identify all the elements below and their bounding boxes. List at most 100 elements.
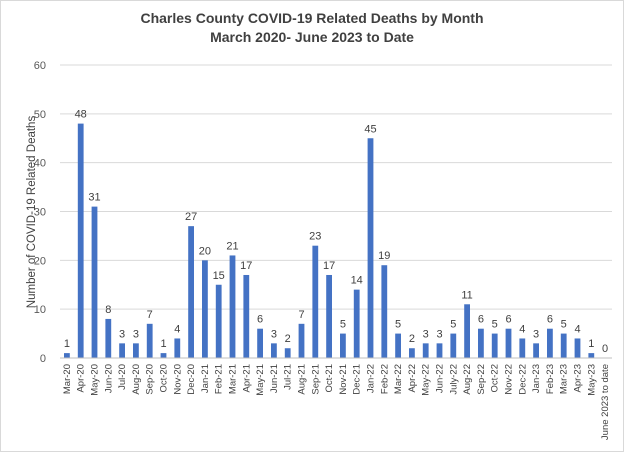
data-label: 3 xyxy=(133,328,139,340)
bar xyxy=(77,123,84,358)
data-label: 5 xyxy=(395,319,401,331)
x-tick-label: Dec-20 xyxy=(186,364,197,395)
data-label: 6 xyxy=(505,314,511,326)
bar xyxy=(133,343,139,358)
data-label: 3 xyxy=(271,328,277,340)
bar xyxy=(395,333,401,358)
y-tick-label: 10 xyxy=(34,304,46,316)
data-label: 1 xyxy=(160,338,166,350)
bar xyxy=(367,138,374,358)
x-tick-label: Feb-23 xyxy=(545,364,556,394)
bar xyxy=(326,274,332,358)
bar xyxy=(202,260,208,358)
x-tick-label: May-23 xyxy=(586,364,597,396)
y-tick-label: 50 xyxy=(34,109,46,121)
data-label: 7 xyxy=(298,309,304,321)
x-tick-label: Nov-20 xyxy=(172,364,183,395)
x-tick-label: Nov-22 xyxy=(504,364,515,395)
bar xyxy=(422,343,429,358)
x-tick-label: Aug-22 xyxy=(462,364,473,395)
x-tick-label: Jul-20 xyxy=(117,364,128,390)
bar xyxy=(257,328,263,358)
x-tick-label: Mar-21 xyxy=(228,364,239,394)
x-tick-label: May-22 xyxy=(421,364,432,396)
data-label: 1 xyxy=(64,338,70,350)
data-label: 3 xyxy=(423,328,429,340)
bar xyxy=(574,338,581,358)
bar xyxy=(353,289,360,358)
bar xyxy=(464,304,470,358)
data-label: 20 xyxy=(199,245,211,257)
bar xyxy=(160,353,167,358)
data-label: 14 xyxy=(351,275,363,287)
bar xyxy=(146,323,153,358)
bar xyxy=(478,328,484,358)
x-tick-label: Jun-21 xyxy=(269,364,280,393)
gridlines xyxy=(60,64,612,310)
y-tick-label: 0 xyxy=(40,353,46,365)
data-label: 17 xyxy=(323,260,335,272)
data-label: 5 xyxy=(340,319,346,331)
bar xyxy=(547,328,553,358)
y-axis-ticks: 0 10 20 30 40 50 60 xyxy=(34,60,46,365)
x-tick-label: Oct-21 xyxy=(324,364,335,393)
y-tick-label: 30 xyxy=(34,207,46,219)
x-tick-label: Jan-21 xyxy=(200,364,211,393)
bar xyxy=(381,265,388,358)
bar xyxy=(409,348,415,358)
data-label: 11 xyxy=(461,289,472,301)
y-tick-label: 20 xyxy=(34,255,46,267)
data-label: 1 xyxy=(588,338,594,350)
data-label: 2 xyxy=(285,333,291,345)
bar xyxy=(340,333,346,358)
bar xyxy=(298,323,305,358)
x-tick-label: Mar-23 xyxy=(559,364,570,394)
x-tick-label: Apr-22 xyxy=(407,364,418,393)
data-label: 4 xyxy=(174,323,180,335)
x-axis-ticks: Mar-20 Apr-20 May-20 Jun-20 Jul-20 Aug-20 Sep-… xyxy=(62,364,611,440)
x-tick-label: Apr-21 xyxy=(241,364,252,393)
x-tick-label: Dec-21 xyxy=(352,364,363,395)
x-tick-label: May-21 xyxy=(255,364,266,396)
data-label: 17 xyxy=(240,260,252,272)
x-tick-label: Dec-22 xyxy=(517,364,528,395)
data-label: 3 xyxy=(119,328,125,340)
x-tick-label: May-20 xyxy=(90,364,101,396)
bar xyxy=(588,353,595,358)
x-tick-label: Jan-22 xyxy=(366,364,377,393)
bar xyxy=(229,255,236,358)
data-label: 48 xyxy=(75,109,87,121)
x-tick-label: Jun-20 xyxy=(103,364,114,393)
bar xyxy=(491,333,498,358)
x-tick-label: Aug-20 xyxy=(131,364,142,395)
data-label: 5 xyxy=(561,319,567,331)
data-label: 7 xyxy=(147,309,153,321)
data-label: 0 xyxy=(602,343,608,355)
x-tick-label: Jan-23 xyxy=(531,364,542,393)
bar xyxy=(450,333,457,358)
bar xyxy=(533,343,539,358)
data-label: 5 xyxy=(492,319,498,331)
data-label: 4 xyxy=(574,323,580,335)
bar xyxy=(312,245,319,358)
bars xyxy=(64,123,595,358)
chart-title-line2: March 2020- June 2023 to Date xyxy=(210,29,414,45)
bar xyxy=(188,226,194,358)
bar xyxy=(519,338,526,358)
y-tick-label: 40 xyxy=(34,158,46,170)
data-label: 45 xyxy=(364,123,376,135)
bar xyxy=(284,348,291,358)
bar xyxy=(505,328,512,358)
bar xyxy=(119,343,125,358)
data-label: 6 xyxy=(547,314,553,326)
x-tick-label: Aug-21 xyxy=(297,364,308,395)
data-label: 31 xyxy=(88,192,100,204)
data-label: 27 xyxy=(185,211,197,223)
x-tick-label: Sep-21 xyxy=(310,364,321,395)
data-label: 5 xyxy=(450,319,456,331)
bar xyxy=(64,353,70,358)
data-label: 15 xyxy=(213,270,225,282)
